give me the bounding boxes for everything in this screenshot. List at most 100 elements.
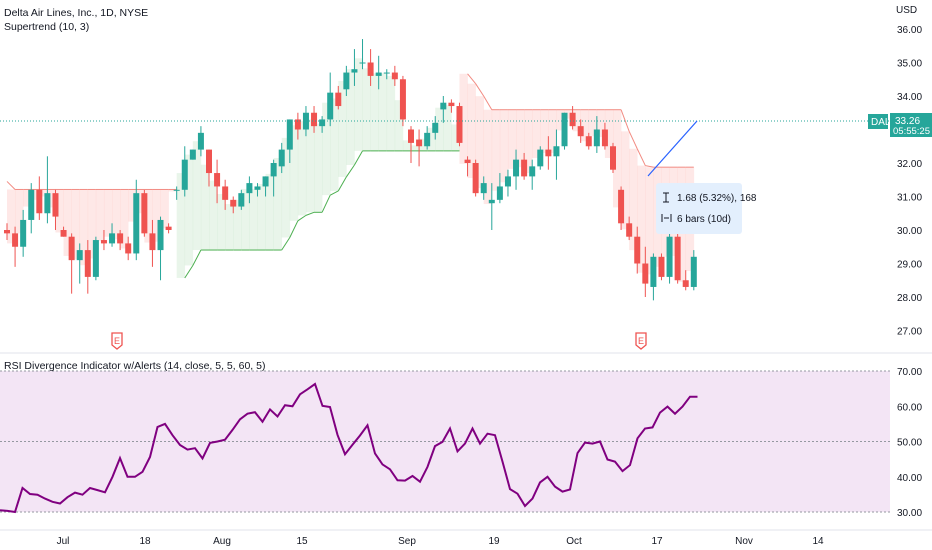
candle[interactable]: [658, 253, 665, 281]
candle[interactable]: [577, 119, 584, 143]
candle[interactable]: [117, 230, 124, 251]
rsi-pane[interactable]: [0, 370, 890, 514]
candle[interactable]: [214, 159, 221, 204]
candle[interactable]: [666, 230, 673, 284]
candle[interactable]: [165, 223, 172, 234]
candle[interactable]: [149, 219, 156, 267]
rsi-axis[interactable]: 70.00 60.00 50.00 40.00 30.00: [897, 367, 922, 519]
candle[interactable]: [327, 72, 334, 127]
candle[interactable]: [60, 226, 67, 237]
candle[interactable]: [84, 240, 91, 294]
candle[interactable]: [4, 223, 10, 241]
candle[interactable]: [173, 186, 180, 200]
candle[interactable]: [626, 216, 633, 241]
candle[interactable]: [521, 152, 528, 180]
candle[interactable]: [399, 75, 406, 127]
candle[interactable]: [496, 173, 503, 204]
candle[interactable]: [68, 233, 75, 294]
candle[interactable]: [133, 179, 140, 261]
candle[interactable]: [335, 85, 342, 110]
time-axis[interactable]: Jul 18 Aug 15 Sep 19 Oct 17 Nov 14: [57, 536, 824, 547]
candle[interactable]: [76, 243, 83, 284]
candle[interactable]: [537, 146, 544, 170]
earnings-marker-1[interactable]: E: [111, 332, 123, 350]
candle[interactable]: [28, 183, 35, 234]
candle[interactable]: [52, 189, 59, 230]
measure-tool[interactable]: 1.68 (5.32%), 168 6 bars (10d): [647, 120, 757, 234]
candle[interactable]: [181, 146, 188, 197]
candle[interactable]: [278, 142, 285, 174]
candle[interactable]: [286, 119, 293, 163]
candle[interactable]: [472, 159, 479, 197]
candle[interactable]: [618, 186, 625, 230]
earnings-marker-2[interactable]: E: [635, 332, 647, 350]
candle[interactable]: [464, 156, 471, 177]
candle[interactable]: [488, 183, 495, 230]
candle[interactable]: [440, 96, 447, 123]
candle[interactable]: [311, 106, 318, 133]
supertrend-legend[interactable]: Supertrend (10, 3): [4, 21, 89, 33]
candle[interactable]: [343, 65, 350, 96]
price-pane[interactable]: [0, 0, 890, 353]
candle[interactable]: [424, 126, 431, 150]
candle[interactable]: [262, 176, 269, 197]
candle[interactable]: [254, 183, 261, 197]
candle[interactable]: [642, 246, 649, 297]
candle[interactable]: [294, 112, 301, 140]
price-axis[interactable]: USD 36.00 35.00 34.00 32.00 31.00 30.00 29.00 2…: [896, 5, 922, 338]
candle[interactable]: [157, 216, 164, 281]
candle[interactable]: [222, 179, 229, 210]
candle[interactable]: [100, 230, 107, 251]
candle[interactable]: [12, 226, 19, 267]
candle[interactable]: [319, 116, 326, 133]
candle[interactable]: [585, 132, 592, 150]
candle[interactable]: [125, 236, 132, 261]
candle[interactable]: [569, 106, 576, 130]
candle[interactable]: [690, 250, 697, 291]
candle[interactable]: [206, 149, 212, 187]
symbol-title[interactable]: Delta Air Lines, Inc., 1D, NYSE: [4, 7, 148, 19]
candle[interactable]: [391, 65, 398, 86]
candle[interactable]: [230, 196, 237, 214]
candle[interactable]: [545, 136, 552, 170]
candle[interactable]: [650, 253, 657, 301]
candle[interactable]: [36, 176, 43, 220]
candle[interactable]: [432, 116, 439, 140]
candle[interactable]: [92, 236, 99, 281]
candle[interactable]: [375, 55, 382, 90]
candle[interactable]: [109, 223, 116, 247]
candle[interactable]: [513, 149, 520, 190]
candle[interactable]: [302, 106, 309, 137]
candle[interactable]: [682, 270, 689, 291]
candle[interactable]: [44, 156, 51, 224]
candle[interactable]: [601, 122, 608, 150]
candle[interactable]: [246, 176, 253, 204]
candle[interactable]: [20, 209, 27, 257]
rsi-legend[interactable]: RSI Divergence Indicator w/Alerts (14, c…: [4, 360, 265, 372]
supertrend-fill-segment: [225, 204, 234, 251]
candle[interactable]: [141, 189, 148, 237]
candle[interactable]: [456, 102, 463, 147]
candle[interactable]: [634, 226, 641, 274]
candle[interactable]: [610, 142, 616, 174]
candle[interactable]: [448, 99, 455, 113]
candle[interactable]: [480, 176, 487, 200]
candle[interactable]: [270, 159, 277, 197]
candle[interactable]: [367, 49, 374, 86]
candle[interactable]: [504, 169, 511, 197]
candle[interactable]: [561, 112, 568, 150]
candle[interactable]: [351, 49, 358, 86]
candle[interactable]: [529, 159, 536, 190]
supertrend-fill-segment: [346, 69, 355, 165]
candle[interactable]: [189, 149, 196, 160]
price-tag[interactable]: DAL 33.26 05:55:25: [868, 113, 932, 137]
candle[interactable]: [408, 126, 414, 163]
candle[interactable]: [197, 126, 204, 157]
candle[interactable]: [416, 129, 423, 167]
candle[interactable]: [553, 129, 560, 180]
candle[interactable]: [593, 116, 600, 153]
candle[interactable]: [359, 39, 366, 70]
candle[interactable]: [383, 69, 390, 80]
candle[interactable]: [238, 189, 245, 210]
